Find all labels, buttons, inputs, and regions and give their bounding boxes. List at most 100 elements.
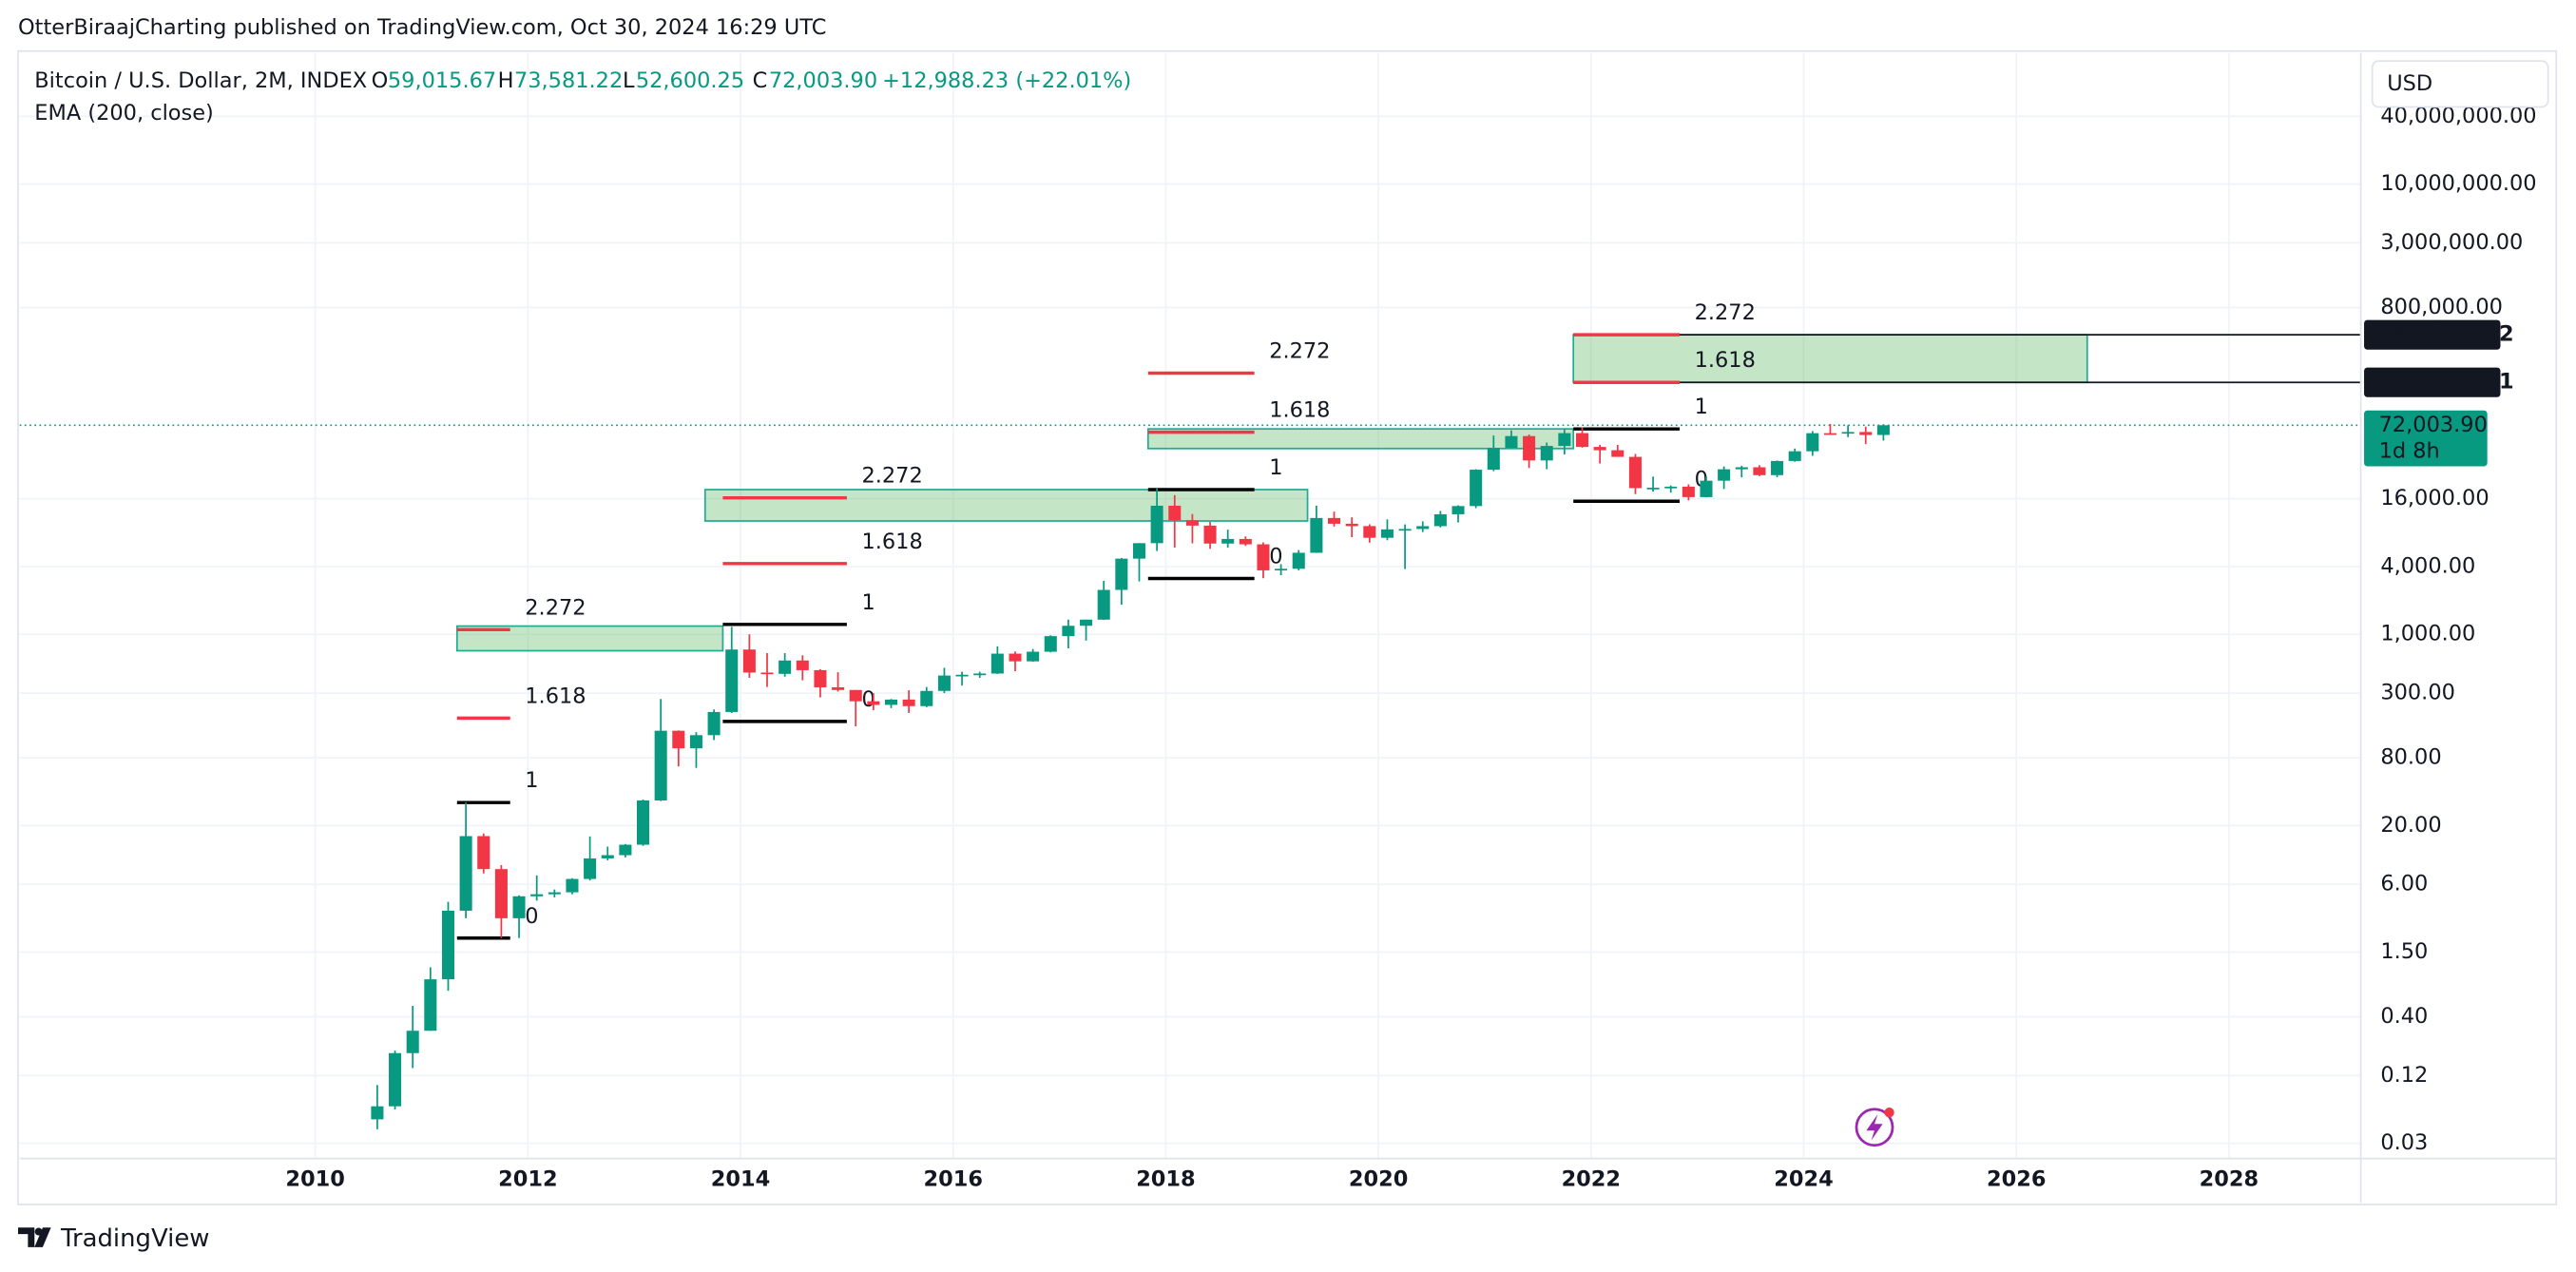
candle-body — [637, 800, 650, 845]
candle-body — [955, 674, 969, 677]
countdown-label: 1d 8h — [2379, 438, 2440, 463]
alert-bolt[interactable] — [1866, 1113, 1883, 1141]
price-label-box — [2364, 319, 2501, 350]
candle-body — [990, 653, 1004, 674]
fib-label: 2.272 — [1269, 339, 1330, 364]
candle-body — [814, 669, 827, 687]
candle-body — [1345, 523, 1358, 527]
candle-body — [1380, 529, 1394, 538]
logo-mark — [18, 1227, 51, 1247]
candle-body — [1771, 460, 1784, 475]
candle-body — [371, 1106, 384, 1120]
close-label: C — [753, 67, 768, 92]
footer-brand: TradingView — [60, 1224, 210, 1253]
price-label: 173,088.11 — [2379, 370, 2514, 395]
candle-body — [796, 660, 809, 670]
legend-line: Bitcoin / U.S. Dollar, 2M, INDEX O 59,01… — [34, 67, 1131, 92]
price-label: 458,319.92 — [2379, 322, 2514, 347]
y-tick-label: 0.03 — [2380, 1130, 2428, 1155]
publisher-line: OtterBiraajCharting published on Trading… — [18, 15, 826, 40]
fib-label: 1 — [1695, 395, 1708, 419]
candle-body — [1470, 470, 1483, 507]
y-tick-label: 800,000.00 — [2380, 295, 2503, 319]
fib-label: 2.272 — [525, 595, 586, 620]
candle-body — [902, 699, 915, 706]
candle-body — [920, 690, 933, 706]
candle-body — [389, 1052, 402, 1107]
candle-body — [406, 1031, 419, 1053]
candle-body — [619, 844, 632, 856]
fib-label: 0 — [1269, 545, 1282, 569]
alert-dot[interactable] — [1884, 1108, 1894, 1118]
chart-frame — [17, 49, 2558, 1205]
candle-body — [601, 855, 614, 858]
plot: 011.6182.272011.6182.272011.6182.272011.… — [19, 300, 2361, 1129]
candle-body — [1664, 486, 1678, 489]
candle-body — [1487, 448, 1500, 471]
target-box — [703, 489, 1309, 522]
last-price-label: 72,003.90 — [2379, 413, 2488, 437]
open-label: O — [372, 67, 389, 92]
x-tick-label: 2026 — [1987, 1167, 2047, 1192]
candle-body — [512, 896, 526, 918]
candle-body — [742, 649, 756, 673]
candle-body — [760, 672, 774, 675]
candle-body — [1363, 526, 1376, 538]
x-tick-label: 2018 — [1136, 1167, 1196, 1192]
candle-body — [1168, 505, 1182, 521]
candle-body — [725, 649, 739, 712]
y-tick-label: 3,000,000.00 — [2380, 230, 2523, 255]
candle-body — [1806, 433, 1819, 452]
candle-body — [1753, 467, 1766, 475]
fib-label: 2.272 — [1695, 300, 1756, 325]
currency-button[interactable] — [2371, 60, 2549, 108]
candle-body — [1185, 520, 1199, 526]
alert-icon[interactable] — [1855, 1108, 1894, 1147]
y-tick-label: 16,000.00 — [2380, 486, 2489, 511]
fib-label: 1.618 — [525, 684, 586, 708]
y-tick-label: 20.00 — [2380, 813, 2441, 838]
candle-body — [1876, 425, 1890, 435]
x-tick-label: 2010 — [285, 1167, 345, 1192]
candle-body — [973, 673, 987, 676]
candle-body — [1027, 651, 1040, 662]
candle-body — [1062, 626, 1075, 637]
target-box — [1572, 334, 2088, 384]
x-tick-label: 2028 — [2200, 1167, 2259, 1192]
candle-body — [494, 869, 508, 918]
low-label: L — [623, 67, 635, 92]
symbol: Bitcoin / U.S. Dollar, 2M, INDEX — [34, 67, 367, 92]
candle-body — [1080, 619, 1093, 626]
price-label-box — [2364, 367, 2501, 397]
candle-body — [1593, 447, 1606, 451]
fib-label: 1 — [1269, 455, 1282, 480]
candle-body — [441, 910, 455, 980]
alert-ring[interactable] — [1855, 1108, 1894, 1147]
change-value: +12,988.23 (+22.01%) — [882, 67, 1131, 92]
candle-body — [1788, 451, 1801, 461]
candle-body — [672, 730, 685, 749]
candle-body — [1433, 513, 1447, 527]
y-tick-label: 4,000.00 — [2380, 553, 2475, 578]
candle-body — [1310, 517, 1323, 553]
candle-body — [1823, 433, 1837, 435]
y-tick-label: 6.00 — [2380, 872, 2428, 896]
currency-label[interactable]: USD — [2387, 71, 2432, 96]
candle-body — [1203, 525, 1217, 544]
candle-body — [566, 878, 579, 893]
grid — [19, 52, 2361, 1159]
close-value: 72,003.90 — [769, 67, 877, 92]
candle-body — [459, 836, 472, 911]
fib-label: 0 — [861, 687, 875, 712]
candle-body — [1398, 529, 1412, 531]
candle-body — [548, 892, 561, 895]
candle-body — [1611, 450, 1624, 457]
axes: 40,000,000.0010,000,000.003,000,000.0080… — [285, 104, 2536, 1192]
candle-body — [1718, 469, 1731, 481]
footer-logo — [18, 1227, 51, 1247]
candle-body — [779, 660, 792, 674]
candle-body — [1505, 435, 1518, 449]
y-tick-label: 0.40 — [2380, 1004, 2428, 1029]
candle-body — [867, 701, 880, 705]
x-tick-label: 2016 — [923, 1167, 983, 1192]
